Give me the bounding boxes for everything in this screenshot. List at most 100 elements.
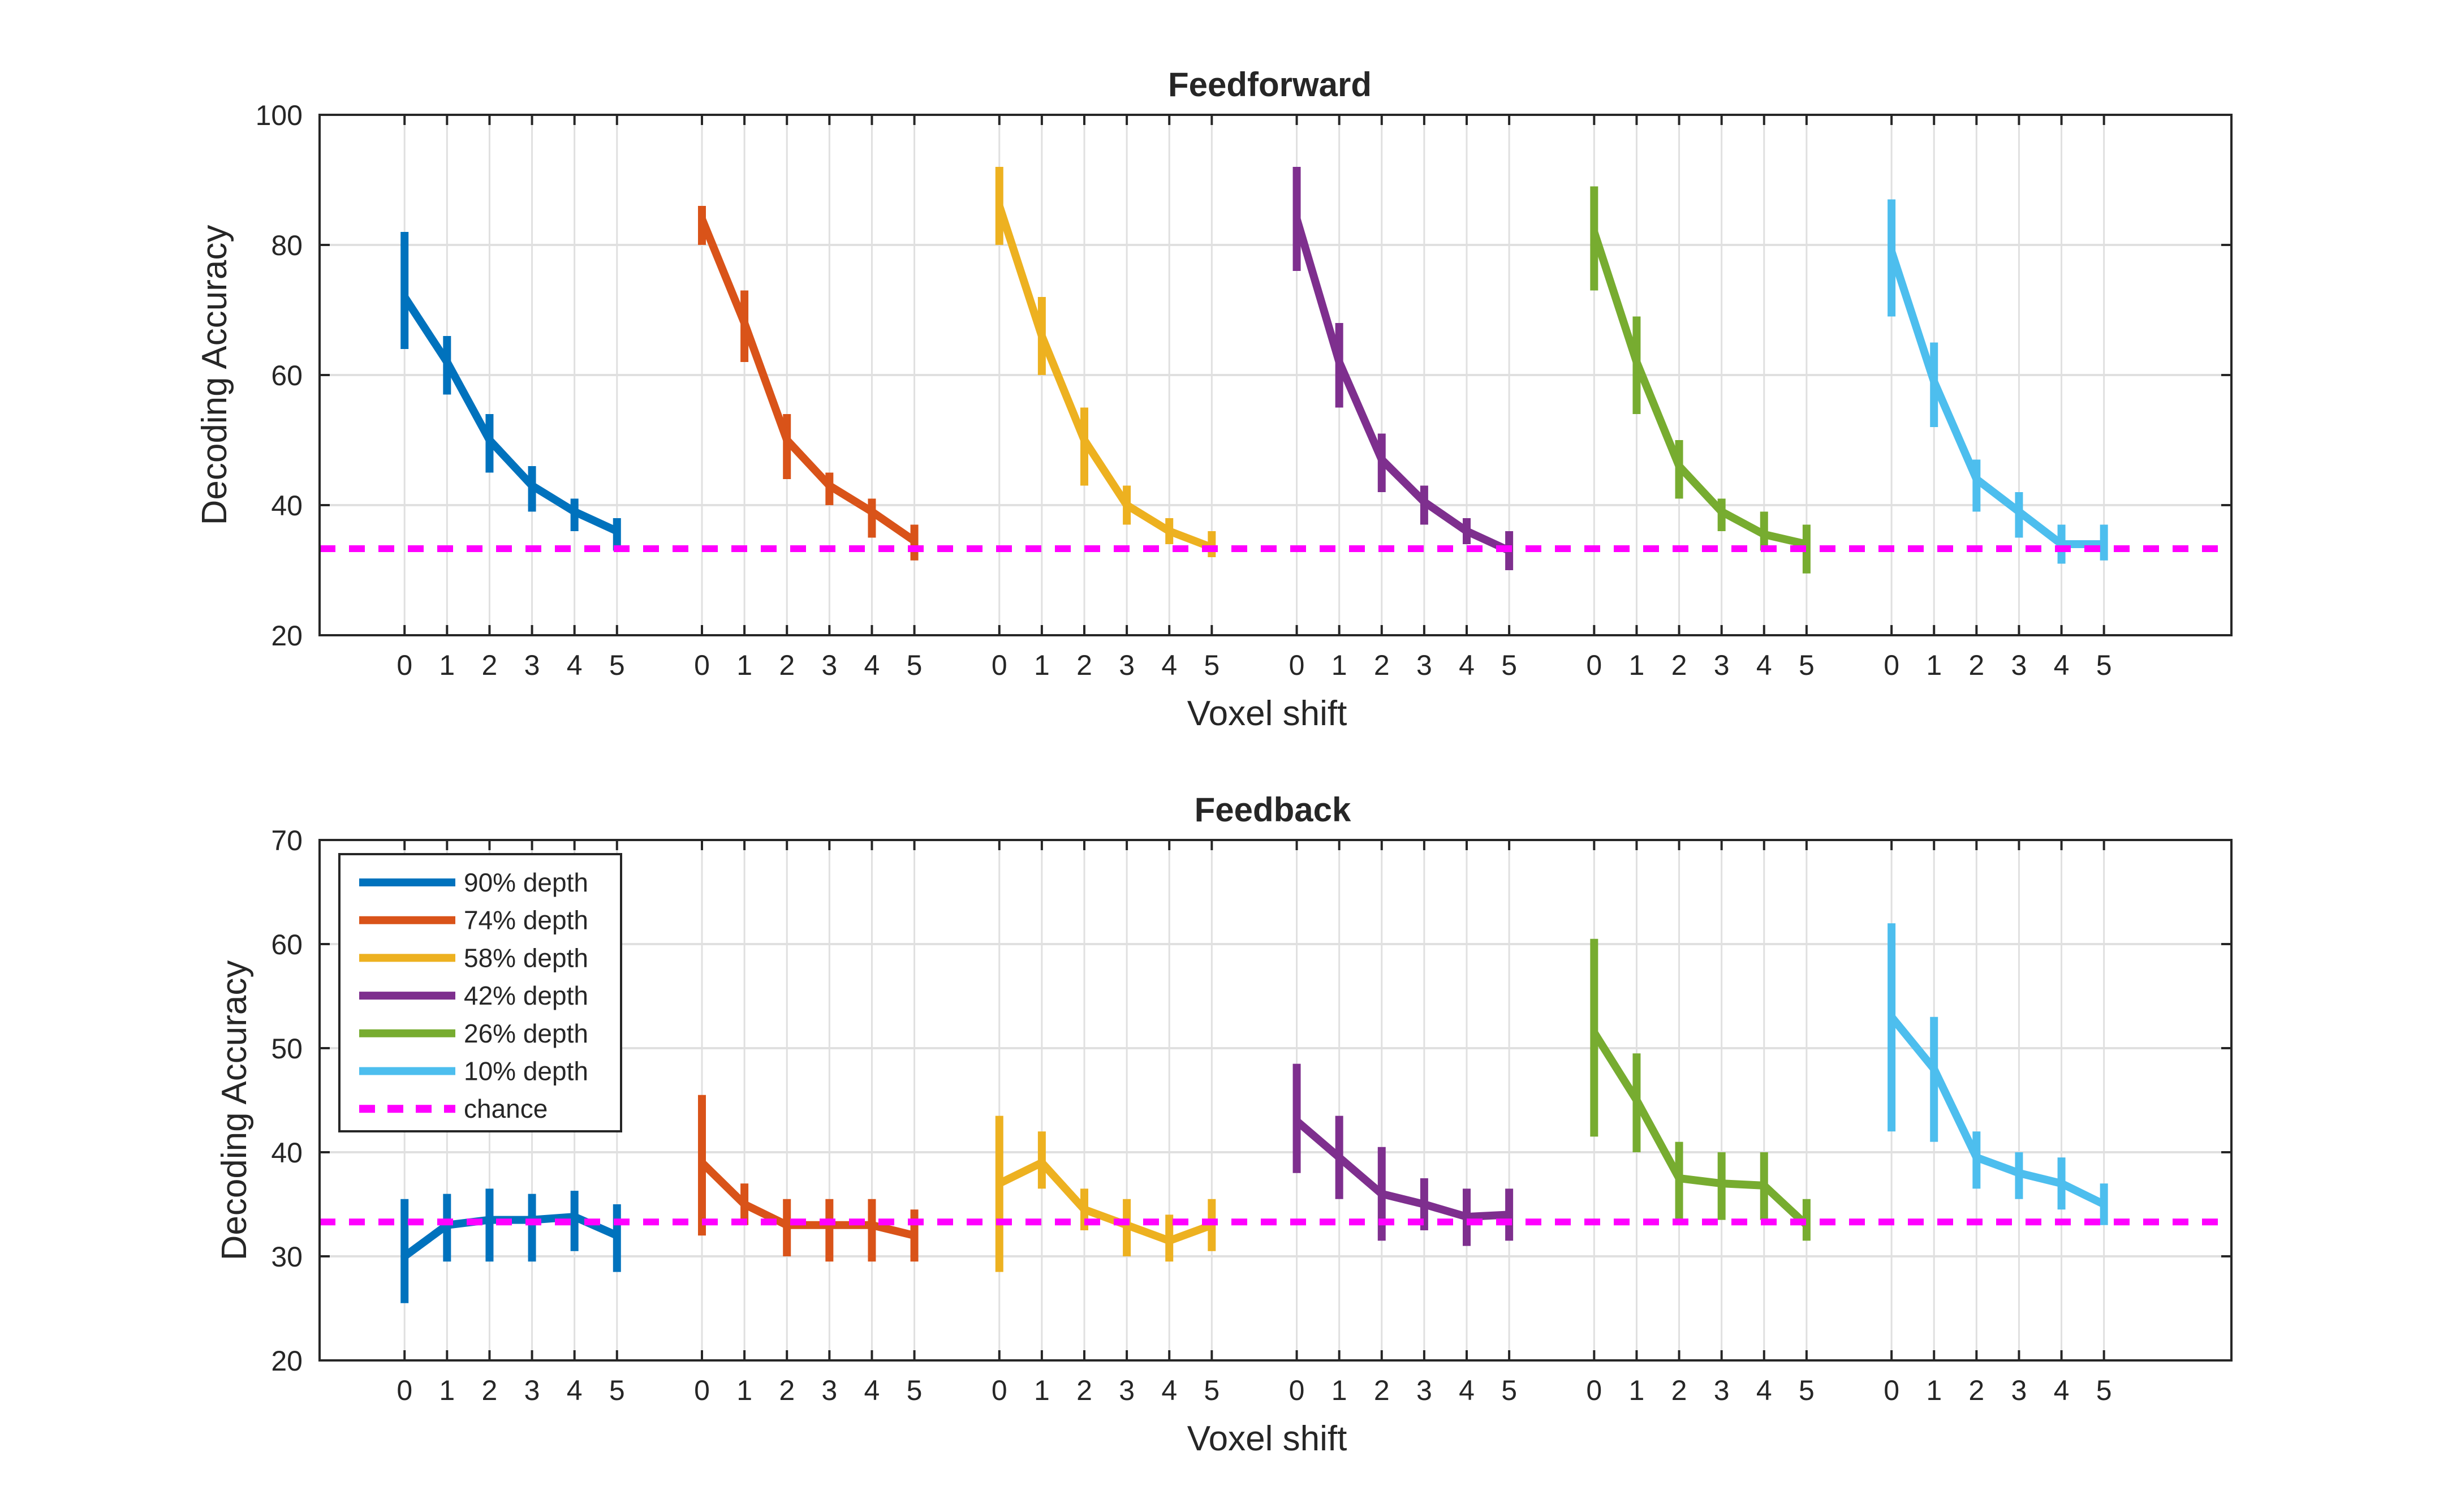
x-tick-label: 3 [2011,1375,2027,1406]
x-tick-label: 4 [2054,649,2070,681]
x-tick-label: 5 [609,649,625,681]
x-tick-label: 4 [1756,649,1772,681]
x-tick-label: 0 [397,1375,412,1406]
x-tick-label: 4 [2054,1375,2070,1406]
legend-label: 90% depth [464,868,588,897]
series-10-depth [1888,923,2108,1225]
x-tick-label: 1 [1629,649,1645,681]
x-tick-label: 0 [1884,1375,1899,1406]
series-74-depth [698,1095,919,1262]
y-tick-label: 20 [271,620,303,652]
y-axis-label: Decoding Accuracy [215,960,254,1261]
series-line [1888,1014,2106,1208]
chart-title: Feedback [1195,791,1351,829]
x-tick-label: 3 [524,649,540,681]
series-90-depth [400,232,621,551]
x-tick-label: 5 [1204,1375,1220,1406]
legend-label: chance [464,1094,548,1123]
legend-label: 74% depth [464,906,588,935]
x-tick-label: 2 [1968,1375,1984,1406]
x-tick-label: 2 [1076,1375,1092,1406]
y-axis-label: Decoding Accuracy [195,225,234,525]
series-line [996,204,1213,552]
legend: 90% depth 74% depth 58% depth 42% depth 26% … [338,853,622,1132]
x-tick-label: 1 [736,1375,752,1406]
x-tick-label: 5 [609,1375,625,1406]
x-tick-label: 1 [1331,1375,1347,1406]
x-tick-label: 2 [1671,649,1687,681]
x-tick-label: 5 [1501,1375,1517,1406]
grid [320,114,2231,636]
x-tick-label: 0 [397,649,412,681]
series-line [699,1160,916,1239]
x-tick-label: 4 [1756,1375,1772,1406]
axes-box [318,114,2233,636]
x-tick-label: 5 [907,649,923,681]
x-tick-label: 0 [1289,1375,1305,1406]
x-tick-label: 3 [1119,649,1135,681]
x-tick-label: 2 [1671,1375,1687,1406]
series-line [401,295,619,535]
x-tick-label: 0 [694,649,710,681]
x-tick-label: 3 [1714,649,1730,681]
series-line [1590,230,1808,548]
legend-label: 26% depth [464,1019,588,1048]
x-tick-label: 2 [482,1375,498,1406]
x-tick-label: 4 [1161,649,1177,681]
x-tick-label: 0 [1289,649,1305,681]
y-tick-label: 80 [271,230,303,261]
x-tick-label: 1 [736,649,752,681]
x-axis-label: Voxel shift [1187,1419,1347,1458]
series-74-depth [698,206,919,561]
x-tick-label: 2 [482,649,498,681]
x-tick-label: 2 [1374,649,1390,681]
x-axis-label: Voxel shift [1187,694,1347,733]
x-tick-label: 2 [1968,649,1984,681]
y-tick-label: 60 [271,929,303,960]
y-tick-label: 20 [271,1345,303,1377]
x-tick-label: 1 [439,1375,455,1406]
series-line [698,217,917,545]
x-tick-label: 3 [2011,649,2027,681]
x-tick-label: 1 [1034,1375,1050,1406]
x-tick-label: 2 [1076,649,1092,681]
x-tick-label: 0 [1884,649,1899,681]
x-tick-label: 4 [1459,1375,1475,1406]
x-tick-label: 3 [1416,649,1432,681]
axes-box [318,839,2233,1362]
x-tick-label: 4 [567,1375,583,1406]
x-tick-label: 4 [1161,1375,1177,1406]
x-tick-label: 2 [1374,1375,1390,1406]
series-26-depth [1590,938,1811,1241]
x-tick-label: 5 [1501,649,1517,681]
x-tick-label: 3 [821,649,837,681]
x-tick-label: 1 [1926,1375,1942,1406]
legend-label: 42% depth [464,981,588,1010]
series-line [1888,250,2104,548]
y-tick-label: 60 [271,360,303,391]
series-line [1292,218,1511,554]
x-tick-label: 5 [1799,649,1815,681]
series-90-depth [400,1188,621,1303]
x-tick-label: 2 [779,1375,795,1406]
y-tick-label: 30 [271,1241,303,1273]
legend-label: 58% depth [464,943,588,972]
x-tick-label: 5 [907,1375,923,1406]
x-tick-label: 4 [864,649,880,681]
series-42-depth [1292,167,1514,570]
y-tick-label: 70 [271,825,303,856]
x-tick-label: 1 [439,649,455,681]
x-tick-label: 3 [1416,1375,1432,1406]
x-tick-label: 4 [864,1375,880,1406]
series-line [1294,1118,1510,1221]
x-tick-label: 2 [779,649,795,681]
y-tick-label: 40 [271,490,303,522]
x-tick-label: 3 [1714,1375,1730,1406]
x-tick-label: 0 [992,1375,1007,1406]
x-tick-label: 1 [1926,649,1942,681]
x-tick-label: 3 [1119,1375,1135,1406]
x-tick-label: 1 [1034,649,1050,681]
x-tick-label: 5 [2096,1375,2112,1406]
x-tick-label: 3 [524,1375,540,1406]
